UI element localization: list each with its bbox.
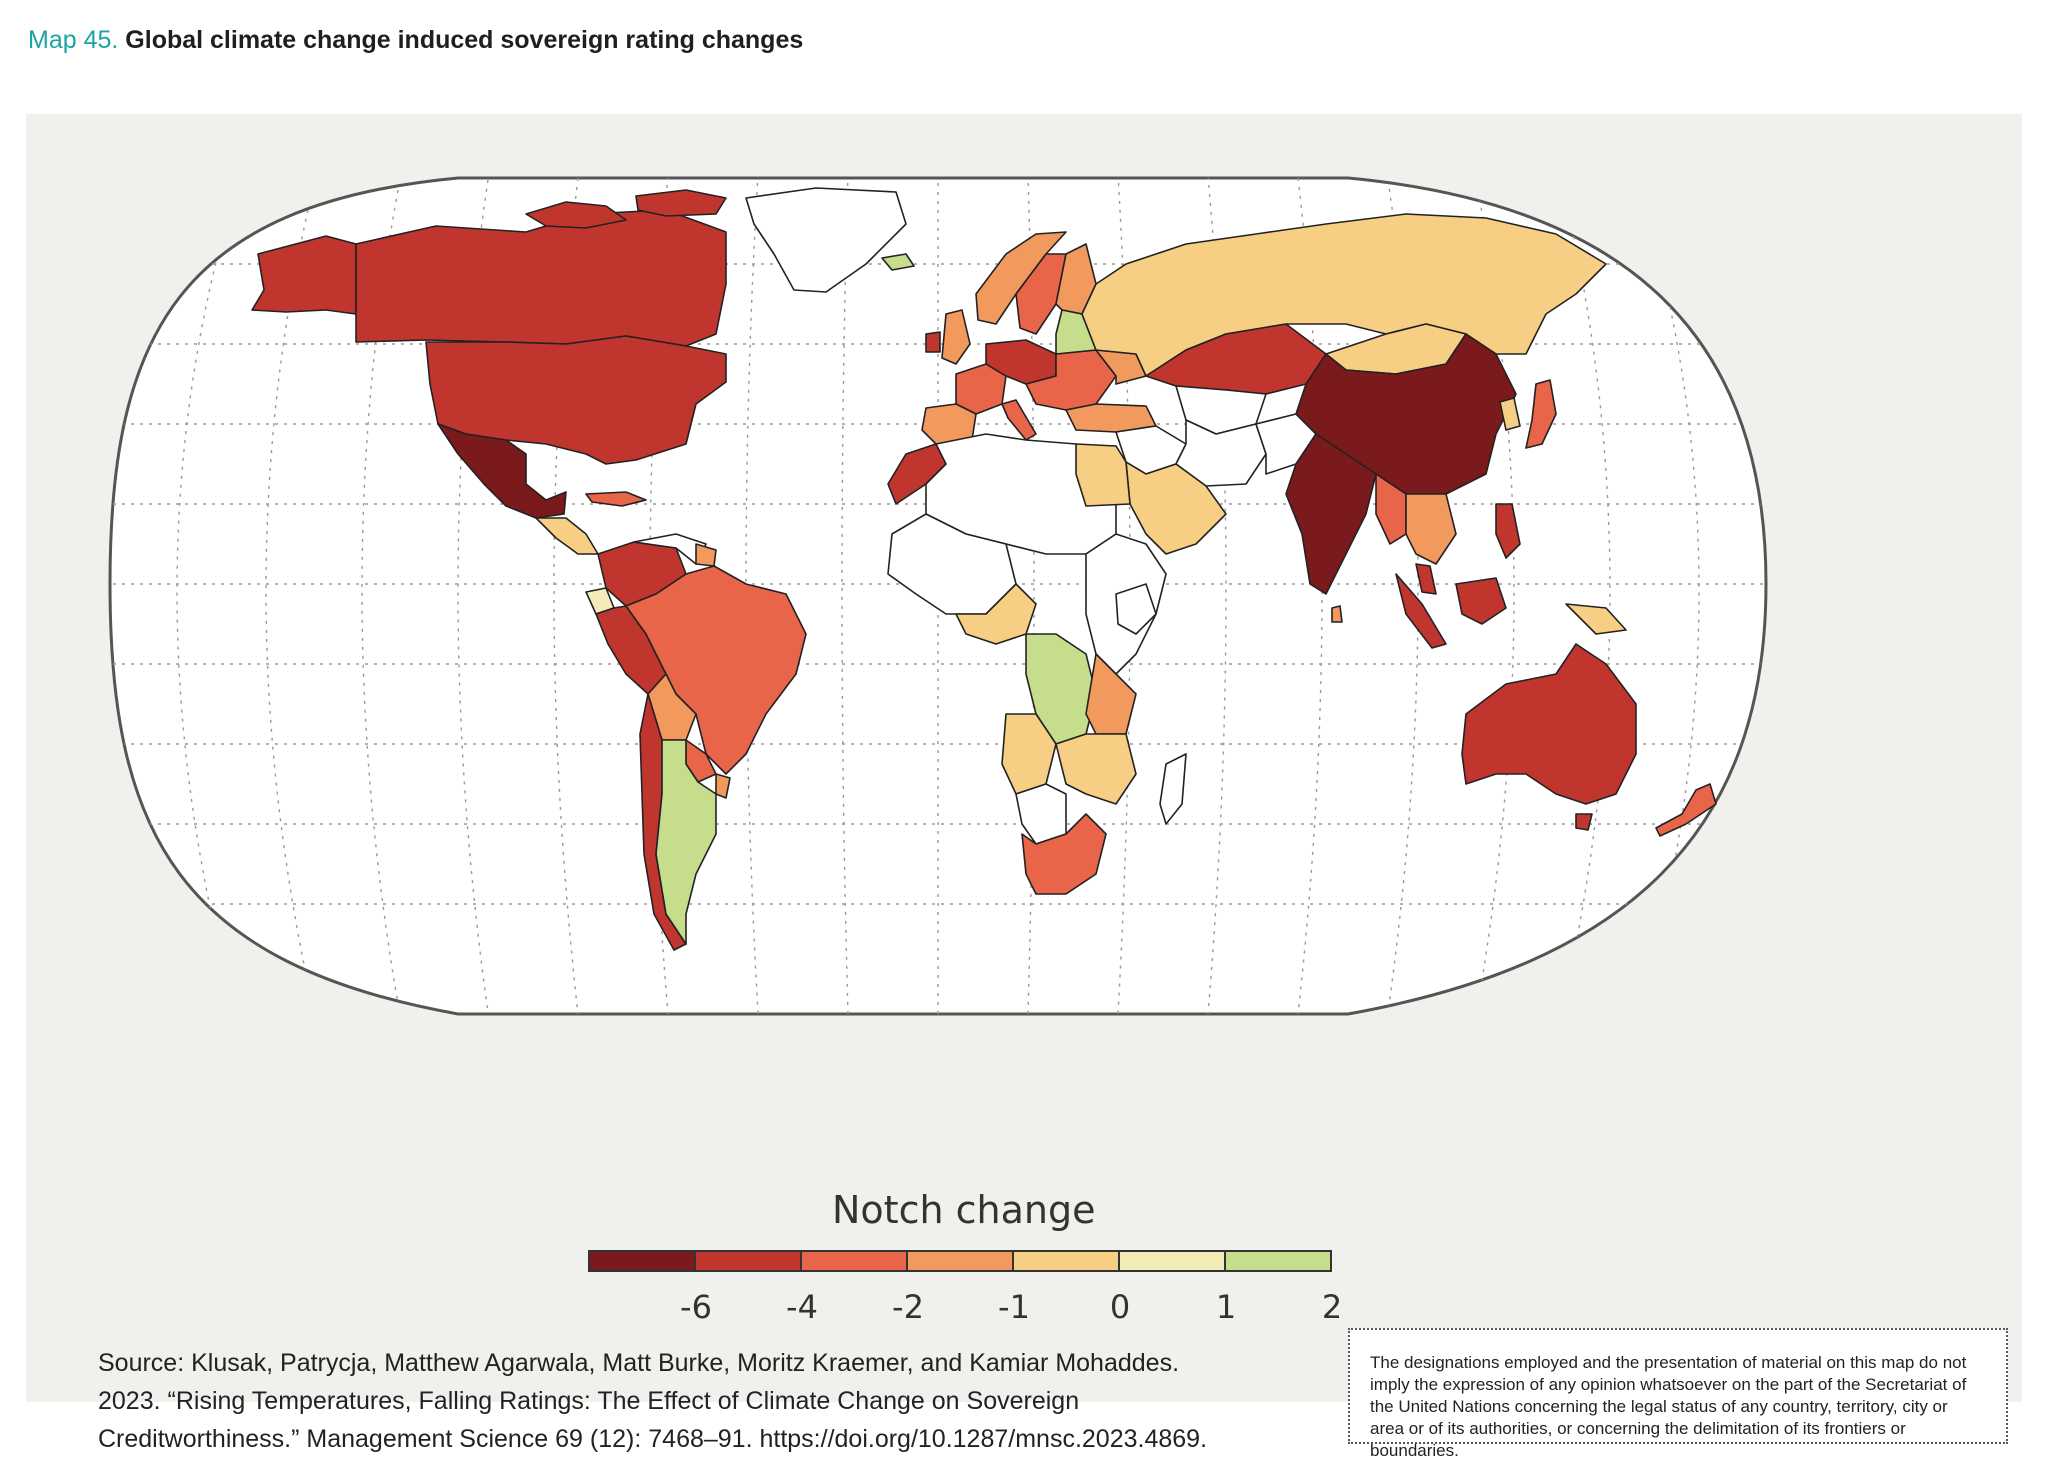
legend-tick-label: -6 (680, 1288, 712, 1326)
region-ghana-nigeria (955, 583, 1037, 645)
region-south-africa (1021, 813, 1107, 895)
region-caribbean (585, 491, 647, 507)
region-uruguay (715, 773, 731, 799)
legend-tick-label: -1 (998, 1288, 1030, 1326)
disclaimer-text: The designations employed and the presen… (1370, 1353, 1967, 1460)
region-arabia (1125, 461, 1227, 555)
countries (251, 187, 1717, 951)
legend-swatch (1226, 1252, 1330, 1270)
region-myanmar (1375, 473, 1407, 545)
region-india (1285, 433, 1377, 595)
region-madagascar (1159, 753, 1187, 825)
region-philippines (1495, 503, 1521, 559)
region-arctic-islands (525, 201, 627, 229)
region-korea (1499, 397, 1521, 431)
region-malaysia (1415, 563, 1437, 595)
legend-swatch (590, 1252, 696, 1270)
region-egypt (1075, 443, 1131, 507)
region-ireland (925, 331, 941, 353)
world-map (108, 176, 1768, 1016)
region-uk (941, 309, 971, 365)
region-sri-lanka (1331, 605, 1343, 623)
legend-swatch (696, 1252, 802, 1270)
region-argentina (655, 739, 717, 945)
region-baltics-belarus (1055, 309, 1097, 355)
legend-title: Notch change (832, 1188, 1096, 1232)
legend-tick-label: -4 (786, 1288, 818, 1326)
source-citation: Source: Klusak, Patrycja, Matthew Agarwa… (98, 1349, 1208, 1453)
region-brazil (625, 565, 807, 775)
legend-tick-label: 1 (1215, 1288, 1237, 1326)
region-indonesia-sumatra (1395, 573, 1447, 649)
region-thailand-indochina (1405, 493, 1457, 565)
legend-tick-label: 2 (1321, 1288, 1343, 1326)
region-greenland (745, 187, 907, 293)
legend-swatch (1014, 1252, 1120, 1270)
region-italy (1001, 399, 1037, 441)
region-arctic-islands-2 (635, 189, 727, 217)
region-iran (1175, 419, 1267, 487)
map-title-text: Global climate change induced sovereign … (125, 26, 804, 54)
map-panel: Notch change -6 -4 -2 -1 0 1 2 Source: Klusak,… (26, 114, 2022, 1460)
legend-swatch (802, 1252, 908, 1270)
region-iceland (881, 253, 915, 271)
map-number: Map 45. (28, 26, 119, 54)
legend-swatch (908, 1252, 1014, 1270)
region-mexico (437, 423, 567, 519)
region-australia (1461, 643, 1637, 805)
map-title: Map 45. Global climate change induced so… (28, 26, 803, 55)
legend-color-bar (588, 1250, 1332, 1272)
legend-tick-label: -2 (892, 1288, 924, 1326)
region-zambia-mozambique (1055, 733, 1137, 805)
region-indonesia-borneo (1455, 577, 1507, 625)
region-papua (1565, 603, 1627, 635)
region-ethiopia (1115, 583, 1157, 635)
region-tasmania (1575, 813, 1593, 831)
region-japan (1525, 379, 1557, 449)
disclaimer-box: The designations employed and the presen… (1348, 1328, 2008, 1460)
legend-tick-label: 0 (1109, 1288, 1131, 1326)
region-alaska (251, 235, 357, 315)
legend-swatch (1120, 1252, 1226, 1270)
region-new-zealand (1655, 783, 1717, 837)
